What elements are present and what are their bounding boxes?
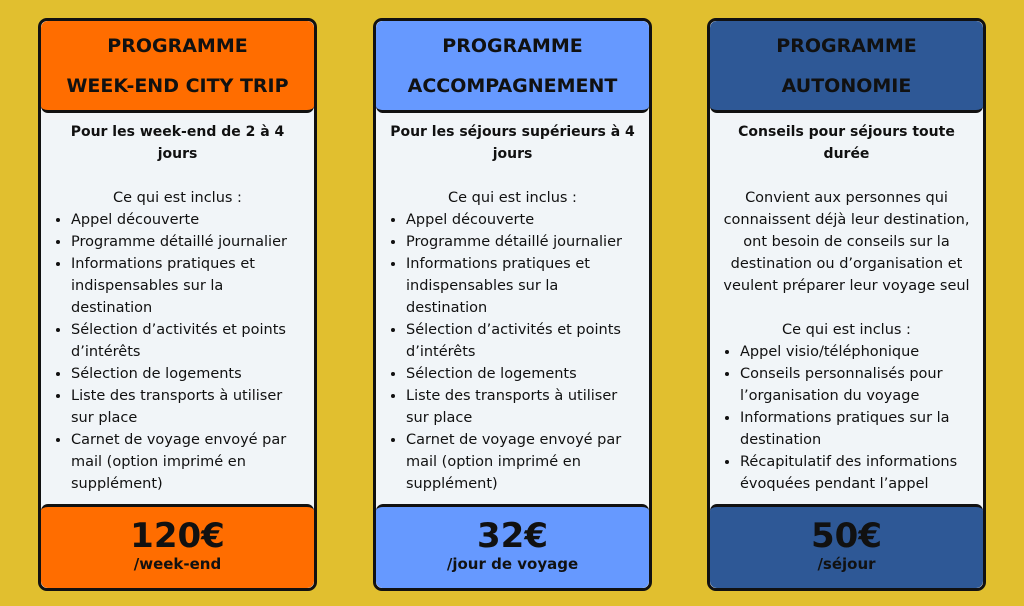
- list-item: Sélection d’activités et points d’intérê…: [386, 319, 643, 363]
- price-unit: /jour de voyage: [446, 555, 579, 573]
- card-price-footer: 32€ /jour de voyage: [376, 504, 649, 588]
- card-week-end-city-trip: PROGRAMME WEEK-END CITY TRIP Pour les we…: [38, 18, 317, 591]
- price: 32€: [477, 516, 548, 556]
- card-title-line1: PROGRAMME: [107, 34, 248, 57]
- list-item: Appel découverte: [386, 209, 643, 231]
- list-item: Sélection d’activités et points d’intérê…: [51, 319, 308, 363]
- card-body: Conseils pour séjours toute durée Convie…: [710, 117, 983, 504]
- card-accompagnement: PROGRAMME ACCOMPAGNEMENT Pour les séjour…: [373, 18, 652, 591]
- list-item: Programme détaillé journalier: [386, 231, 643, 253]
- card-subtitle: Pour les week-end de 2 à 4 jours: [70, 124, 285, 162]
- list-item: Informations pratiques sur la destinatio…: [720, 407, 977, 451]
- list-item: Sélection de logements: [51, 363, 308, 385]
- list-item: Appel découverte: [51, 209, 308, 231]
- list-item: Liste des transports à utiliser sur plac…: [386, 385, 643, 429]
- card-body: Pour les week-end de 2 à 4 jours Ce qui …: [41, 117, 314, 504]
- list-item: Carnet de voyage envoyé par mail (option…: [386, 429, 643, 495]
- list-item: Appel visio/téléphonique: [720, 341, 977, 363]
- list-item: Carnet de voyage envoyé par mail (option…: [51, 429, 308, 495]
- list-item: Liste des transports à utiliser sur plac…: [51, 385, 308, 429]
- card-body: Pour les séjours supérieurs à 4 jours Ce…: [376, 117, 649, 504]
- card-header: PROGRAMME AUTONOMIE: [710, 21, 983, 113]
- price-unit: /week-end: [133, 555, 222, 573]
- feature-list: Appel découverte Programme détaillé jour…: [378, 209, 647, 495]
- card-header: PROGRAMME ACCOMPAGNEMENT: [376, 21, 649, 113]
- card-description: Convient aux personnes qui connaissent d…: [723, 190, 970, 294]
- card-price-footer: 120€ /week-end: [41, 504, 314, 588]
- feature-list: Appel découverte Programme détaillé jour…: [43, 209, 312, 495]
- price-unit: /séjour: [817, 555, 876, 573]
- list-item: Informations pratiques et indispensables…: [386, 253, 643, 319]
- card-subtitle: Conseils pour séjours toute durée: [738, 124, 955, 162]
- card-title-line1: PROGRAMME: [776, 34, 917, 57]
- card-subtitle: Pour les séjours supérieurs à 4 jours: [390, 124, 635, 162]
- list-item: Conseils personnalisés pour l’organisati…: [720, 363, 977, 407]
- card-title-line1: PROGRAMME: [442, 34, 583, 57]
- card-title-line2: AUTONOMIE: [781, 74, 912, 97]
- list-item: Sélection de logements: [386, 363, 643, 385]
- included-label: Ce qui est inclus :: [113, 190, 242, 206]
- included-label: Ce qui est inclus :: [448, 190, 577, 206]
- card-price-footer: 50€ /séjour: [710, 504, 983, 588]
- included-label: Ce qui est inclus :: [782, 322, 911, 338]
- card-header: PROGRAMME WEEK-END CITY TRIP: [41, 21, 314, 113]
- price: 120€: [130, 516, 225, 556]
- list-item: Récapitulatif des informations évoquées …: [720, 451, 977, 495]
- card-title-line2: ACCOMPAGNEMENT: [407, 74, 618, 97]
- card-autonomie: PROGRAMME AUTONOMIE Conseils pour séjour…: [707, 18, 986, 591]
- feature-list: Appel visio/téléphonique Conseils person…: [712, 341, 981, 495]
- price: 50€: [811, 516, 882, 556]
- card-title-line2: WEEK-END CITY TRIP: [66, 74, 289, 97]
- list-item: Informations pratiques et indispensables…: [51, 253, 308, 319]
- list-item: Programme détaillé journalier: [51, 231, 308, 253]
